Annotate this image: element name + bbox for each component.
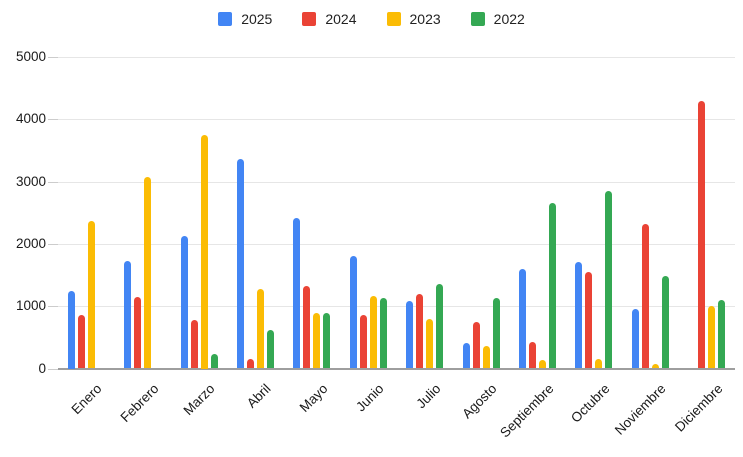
y-axis-label-1000: 1000 xyxy=(15,298,46,314)
y-axis-tick-2000 xyxy=(48,243,58,245)
legend-item-2025: 2025 xyxy=(218,11,272,27)
bar-2022-mayo xyxy=(323,313,331,369)
bar-2023-mayo xyxy=(313,313,321,369)
bar-2022-abril xyxy=(266,330,274,369)
legend-swatch-2024 xyxy=(302,12,317,26)
legend-swatch-2025 xyxy=(218,12,233,26)
legend-swatch-2023 xyxy=(386,12,401,26)
bar-2023-junio xyxy=(369,296,377,369)
bar-2023-agosto xyxy=(482,346,490,369)
y-axis-tick-5000 xyxy=(48,57,58,58)
bar-2024-mayo xyxy=(303,286,311,369)
bar-2023-abril xyxy=(256,288,264,369)
bar-2022-octubre xyxy=(605,190,613,369)
bar-2024-julio xyxy=(416,293,424,369)
bar-2023-marzo xyxy=(200,134,208,369)
y-axis-label-5000: 5000 xyxy=(15,49,46,64)
x-axis-label-septiembre: Septiembre xyxy=(496,381,557,441)
y-axis-label-3000: 3000 xyxy=(15,173,46,189)
legend-swatch-2022 xyxy=(470,12,485,26)
legend-label-2025: 2025 xyxy=(241,11,273,27)
y-axis-label-0: 0 xyxy=(38,360,46,376)
bar-2022-diciembre xyxy=(718,299,726,369)
y-axis-tick-0 xyxy=(48,368,58,370)
legend-item-2022: 2022 xyxy=(470,11,525,27)
gridline-1000 xyxy=(58,306,735,308)
bar-2023-noviembre xyxy=(651,364,659,369)
x-axis-label-diciembre: Diciembre xyxy=(671,381,726,435)
x-axis-label-agosto: Agosto xyxy=(459,381,500,422)
x-axis-label-mayo: Mayo xyxy=(296,381,331,415)
gridline-5000 xyxy=(58,57,735,58)
bar-2023-septiembre xyxy=(539,360,547,369)
bar-2025-enero xyxy=(67,290,75,369)
gridline-2000 xyxy=(58,243,735,245)
legend-label-2024: 2024 xyxy=(325,11,357,27)
bar-2024-junio xyxy=(359,314,367,369)
bar-2025-octubre xyxy=(575,261,583,369)
bar-2024-octubre xyxy=(585,271,593,369)
bar-2024-marzo xyxy=(190,319,198,369)
bar-2024-diciembre xyxy=(698,100,706,369)
bar-2023-octubre xyxy=(595,359,603,369)
x-axis-label-octubre: Octubre xyxy=(567,381,613,426)
x-axis-label-marzo: Marzo xyxy=(180,381,218,419)
bar-2023-diciembre xyxy=(708,306,716,369)
bar-2022-septiembre xyxy=(549,202,557,369)
x-axis-label-abril: Abril xyxy=(244,381,275,411)
y-axis-tick-1000 xyxy=(48,306,58,308)
bar-2025-noviembre xyxy=(631,309,639,369)
bar-2022-noviembre xyxy=(661,275,669,369)
x-axis-label-junio: Junio xyxy=(353,381,387,415)
y-axis-label-4000: 4000 xyxy=(15,111,46,127)
x-axis-label-enero: Enero xyxy=(68,381,105,418)
bar-2025-marzo xyxy=(180,235,188,369)
legend-item-2023: 2023 xyxy=(386,11,441,27)
y-axis-tick-4000 xyxy=(48,119,58,121)
gridline-4000 xyxy=(58,119,735,121)
bar-2022-marzo xyxy=(210,353,218,369)
bar-2024-abril xyxy=(246,359,254,369)
x-axis-label-febrero: Febrero xyxy=(117,381,162,426)
bar-2025-febrero xyxy=(124,261,132,369)
bar-2023-julio xyxy=(426,318,434,369)
bar-2025-julio xyxy=(406,300,414,369)
bar-2024-enero xyxy=(77,314,85,369)
bar-2025-mayo xyxy=(293,218,301,369)
bar-2022-julio xyxy=(436,284,444,369)
bar-2024-noviembre xyxy=(641,223,649,369)
bar-2025-septiembre xyxy=(519,268,527,369)
bar-2024-agosto xyxy=(472,321,480,369)
gridline-3000 xyxy=(58,181,735,183)
x-axis-line xyxy=(58,368,735,370)
x-axis-label-noviembre: Noviembre xyxy=(612,381,669,438)
bar-2022-agosto xyxy=(492,298,500,369)
legend-item-2024: 2024 xyxy=(302,11,357,27)
y-axis-label-2000: 2000 xyxy=(15,235,46,251)
chart-legend: 2025 2024 2023 2022 xyxy=(0,11,743,27)
y-axis-tick-3000 xyxy=(48,181,58,183)
bar-2024-septiembre xyxy=(529,341,537,369)
bar-2022-junio xyxy=(379,298,387,369)
bar-2024-febrero xyxy=(134,296,142,369)
bar-2023-enero xyxy=(87,220,95,369)
legend-label-2023: 2023 xyxy=(409,11,441,27)
bar-2025-junio xyxy=(349,256,357,369)
bar-2023-febrero xyxy=(144,177,152,369)
bar-2025-agosto xyxy=(462,342,470,369)
legend-label-2022: 2022 xyxy=(493,11,525,27)
x-axis-label-julio: Julio xyxy=(413,381,444,412)
bar-2025-abril xyxy=(236,158,244,369)
